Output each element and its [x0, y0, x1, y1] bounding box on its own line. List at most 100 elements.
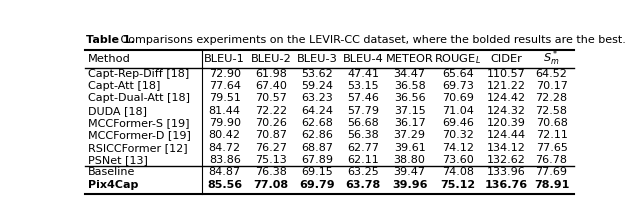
Text: 57.79: 57.79	[347, 106, 379, 116]
Text: 134.12: 134.12	[487, 143, 525, 153]
Text: 79.51: 79.51	[209, 93, 241, 103]
Text: 69.73: 69.73	[442, 81, 474, 91]
Text: Comparisons experiments on the LEVIR-CC dataset, where the bolded results are th: Comparisons experiments on the LEVIR-CC …	[116, 35, 625, 45]
Text: 75.12: 75.12	[440, 180, 476, 190]
Text: 63.78: 63.78	[346, 180, 381, 190]
Text: 37.29: 37.29	[394, 130, 426, 140]
Text: 53.15: 53.15	[348, 81, 379, 91]
Text: 59.24: 59.24	[301, 81, 333, 91]
Text: 80.42: 80.42	[209, 130, 241, 140]
Text: BLEU-1: BLEU-1	[204, 54, 245, 64]
Text: BLEU-2: BLEU-2	[250, 54, 291, 64]
Text: Baseline: Baseline	[88, 167, 135, 177]
Text: 78.91: 78.91	[534, 180, 569, 190]
Text: 77.08: 77.08	[253, 180, 289, 190]
Text: 74.12: 74.12	[442, 143, 474, 153]
Text: Method: Method	[88, 54, 131, 64]
Text: 70.57: 70.57	[255, 93, 287, 103]
Text: BLEU-3: BLEU-3	[296, 54, 337, 64]
Text: 36.56: 36.56	[394, 93, 426, 103]
Text: 64.52: 64.52	[536, 69, 568, 79]
Text: ROUGE$_L$: ROUGE$_L$	[435, 52, 481, 65]
Text: 57.46: 57.46	[348, 93, 379, 103]
Text: 36.58: 36.58	[394, 81, 426, 91]
Text: BLEU-4: BLEU-4	[343, 54, 383, 64]
Text: 76.27: 76.27	[255, 143, 287, 153]
Text: 77.65: 77.65	[536, 143, 568, 153]
Text: 120.39: 120.39	[487, 118, 525, 128]
Text: 62.86: 62.86	[301, 130, 333, 140]
Text: 64.24: 64.24	[301, 106, 333, 116]
Text: PSNet [13]: PSNet [13]	[88, 155, 148, 165]
Text: $S^*_m$: $S^*_m$	[543, 49, 560, 69]
Text: 72.58: 72.58	[536, 106, 568, 116]
Text: 68.87: 68.87	[301, 143, 333, 153]
Text: MCCFormer-S [19]: MCCFormer-S [19]	[88, 118, 189, 128]
Text: 69.15: 69.15	[301, 167, 333, 177]
Text: 70.69: 70.69	[442, 93, 474, 103]
Text: 67.89: 67.89	[301, 155, 333, 165]
Text: 38.80: 38.80	[394, 155, 426, 165]
Text: 133.96: 133.96	[487, 167, 525, 177]
Text: 62.11: 62.11	[348, 155, 379, 165]
Text: 65.64: 65.64	[442, 69, 474, 79]
Text: 70.68: 70.68	[536, 118, 568, 128]
Text: 63.23: 63.23	[301, 93, 333, 103]
Text: 72.28: 72.28	[536, 93, 568, 103]
Text: 39.61: 39.61	[394, 143, 426, 153]
Text: Capt-Att [18]: Capt-Att [18]	[88, 81, 160, 91]
Text: Pix4Cap: Pix4Cap	[88, 180, 138, 190]
Text: DUDA [18]: DUDA [18]	[88, 106, 147, 116]
Text: 70.87: 70.87	[255, 130, 287, 140]
Text: 84.72: 84.72	[209, 143, 241, 153]
Text: Table 1.: Table 1.	[86, 35, 135, 45]
Text: 121.22: 121.22	[486, 81, 525, 91]
Text: 70.17: 70.17	[536, 81, 568, 91]
Text: 47.41: 47.41	[347, 69, 379, 79]
Text: 77.69: 77.69	[536, 167, 568, 177]
Text: 53.62: 53.62	[301, 69, 333, 79]
Text: 81.44: 81.44	[209, 106, 241, 116]
Text: 76.78: 76.78	[536, 155, 568, 165]
Text: 56.68: 56.68	[348, 118, 379, 128]
Text: 71.04: 71.04	[442, 106, 474, 116]
Text: 67.40: 67.40	[255, 81, 287, 91]
Text: 124.44: 124.44	[486, 130, 526, 140]
Text: RSICCFormer [12]: RSICCFormer [12]	[88, 143, 188, 153]
Text: 73.60: 73.60	[442, 155, 474, 165]
Text: 72.90: 72.90	[209, 69, 241, 79]
Text: 63.25: 63.25	[348, 167, 379, 177]
Text: MCCFormer-D [19]: MCCFormer-D [19]	[88, 130, 191, 140]
Text: 75.13: 75.13	[255, 155, 287, 165]
Text: Capt-Dual-Att [18]: Capt-Dual-Att [18]	[88, 93, 190, 103]
Text: 83.86: 83.86	[209, 155, 241, 165]
Text: 124.32: 124.32	[486, 106, 525, 116]
Text: 62.68: 62.68	[301, 118, 333, 128]
Text: 56.38: 56.38	[348, 130, 379, 140]
Text: 77.64: 77.64	[209, 81, 241, 91]
Text: 69.79: 69.79	[300, 180, 335, 190]
Text: 62.77: 62.77	[347, 143, 379, 153]
Text: 69.46: 69.46	[442, 118, 474, 128]
Text: 132.62: 132.62	[487, 155, 525, 165]
Text: METEOR: METEOR	[386, 54, 433, 64]
Text: 110.57: 110.57	[487, 69, 525, 79]
Text: Capt-Rep-Diff [18]: Capt-Rep-Diff [18]	[88, 69, 189, 79]
Text: 136.76: 136.76	[484, 180, 528, 190]
Text: 37.15: 37.15	[394, 106, 426, 116]
Text: 79.90: 79.90	[209, 118, 241, 128]
Text: 72.22: 72.22	[255, 106, 287, 116]
Text: 34.47: 34.47	[394, 69, 426, 79]
Text: 70.26: 70.26	[255, 118, 287, 128]
Text: 39.47: 39.47	[394, 167, 426, 177]
Text: 124.42: 124.42	[486, 93, 526, 103]
Text: 39.96: 39.96	[392, 180, 428, 190]
Text: 85.56: 85.56	[207, 180, 243, 190]
Text: 36.17: 36.17	[394, 118, 426, 128]
Text: 74.08: 74.08	[442, 167, 474, 177]
Text: 76.38: 76.38	[255, 167, 287, 177]
Text: 84.87: 84.87	[209, 167, 241, 177]
Text: 61.98: 61.98	[255, 69, 287, 79]
Text: 70.32: 70.32	[442, 130, 474, 140]
Text: CIDEr: CIDEr	[490, 54, 522, 64]
